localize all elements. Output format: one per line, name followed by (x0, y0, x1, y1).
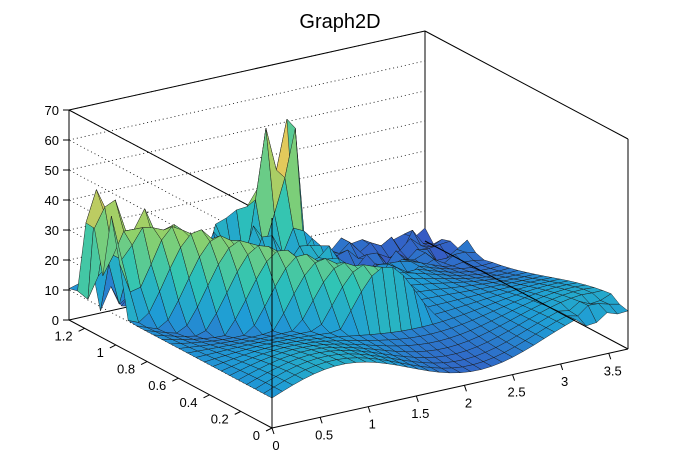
axis-frame-front (68, 110, 629, 429)
y-tick-label: 0.6 (148, 378, 166, 393)
x-tick-mark (608, 353, 612, 360)
x-tick-label: 2.5 (508, 385, 526, 400)
left-top-edge (68, 109, 273, 219)
y-tick-mark (234, 410, 241, 415)
x-tick-mark (512, 374, 516, 381)
z-tick-label: 70 (45, 103, 59, 118)
y-tick-mark (140, 361, 148, 365)
x-tick-label: 3 (561, 374, 568, 389)
x-tick-label: 0 (272, 438, 279, 453)
z-tick-label: 30 (45, 223, 59, 238)
x-tick-mark (319, 417, 323, 424)
right-floor-edge (424, 240, 629, 350)
x-tick-mark (415, 395, 419, 403)
x-tick-mark (463, 385, 467, 392)
surface-mesh (68, 118, 629, 399)
x-tick-label: 1 (369, 417, 376, 432)
y-tick-mark (265, 427, 273, 432)
y-tick-label: 0.2 (211, 411, 229, 426)
grid-line-back (68, 90, 426, 171)
x-tick-mark (271, 427, 275, 435)
x-axis-line (271, 348, 629, 429)
grid-line-back (68, 30, 426, 111)
grid-line-back (68, 150, 426, 231)
x-tick-mark (367, 406, 371, 413)
x-tick-label: 2 (465, 395, 472, 410)
z-tick-label: 40 (45, 193, 59, 208)
x-tick-label: 3.5 (604, 363, 622, 378)
axis-frame (68, 30, 629, 428)
y-tick-mark (78, 327, 85, 332)
y-tick-label: 0.8 (117, 362, 135, 377)
axis-ticks: 00.511.522.533.500.20.40.60.811.20102030… (45, 103, 622, 453)
grid-line-back (68, 120, 426, 201)
surface-cell (608, 303, 629, 315)
y-tick-label: 0 (253, 428, 260, 443)
grid-line-back (68, 60, 426, 141)
x-tick-mark (560, 363, 564, 371)
right-top-edge (424, 30, 629, 140)
y-tick-mark (203, 394, 210, 399)
y-tick-mark (172, 377, 179, 382)
z-tick-label: 10 (45, 283, 59, 298)
y-tick-label: 1 (97, 345, 104, 360)
z-tick-label: 50 (45, 163, 59, 178)
y-tick-label: 0.4 (179, 395, 197, 410)
x-tick-label: 1.5 (411, 406, 429, 421)
x-tick-label: 0.5 (315, 427, 333, 442)
z-tick-label: 20 (45, 253, 59, 268)
z-tick-label: 0 (52, 313, 59, 328)
y-tick-mark (109, 344, 117, 349)
chart-title: Graph2D (299, 11, 380, 33)
y-tick-label: 1.2 (55, 328, 73, 343)
y-axis-line (68, 319, 273, 429)
z-tick-label: 60 (45, 133, 59, 148)
